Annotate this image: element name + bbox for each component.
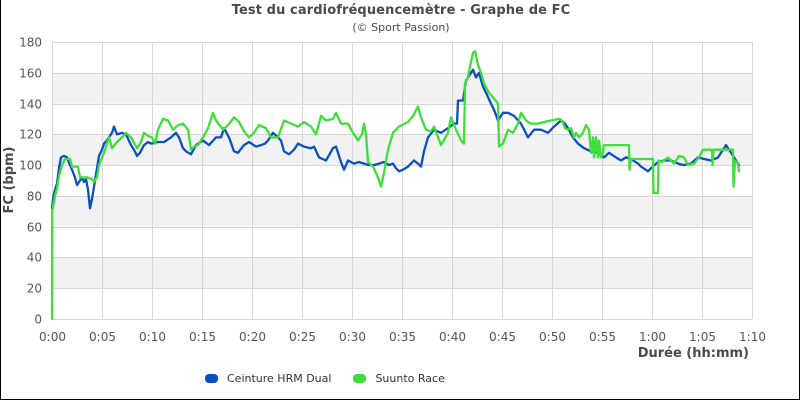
x-tick-label: 0:05 bbox=[89, 330, 116, 344]
legend-label: Suunto Race bbox=[375, 371, 445, 385]
data-series bbox=[50, 50, 741, 321]
x-tick-label: 0:25 bbox=[289, 330, 316, 344]
x-tick-label: 1:00 bbox=[639, 330, 666, 344]
chart-subtitle: (© Sport Passion) bbox=[352, 21, 450, 34]
legend-label: Ceinture HRM Dual bbox=[227, 371, 332, 385]
x-tick-label: 1:05 bbox=[689, 330, 716, 344]
y-axis-title: FC (bpm) bbox=[2, 147, 17, 214]
x-tick-label: 0:10 bbox=[139, 330, 166, 344]
y-tick-label: 160 bbox=[19, 67, 42, 81]
y-tick-label: 140 bbox=[19, 98, 42, 112]
legend-item-ceinture-hrm-dual[interactable]: Ceinture HRM Dual bbox=[205, 372, 331, 385]
x-axis-ticks: 0:00 0:05 0:10 0:15 0:20 0:25 0:30 0:35 0:40 0:45… bbox=[39, 330, 766, 344]
legend-item-suunto-race[interactable]: Suunto Race bbox=[353, 371, 445, 385]
y-tick-label: 40 bbox=[27, 251, 42, 265]
x-tick-label: 1:10 bbox=[739, 330, 766, 344]
x-tick-label: 0:20 bbox=[239, 330, 266, 344]
x-tick-label: 0:15 bbox=[189, 330, 216, 344]
x-tick-label: 0:30 bbox=[339, 330, 366, 344]
x-tick-label: 0:35 bbox=[389, 330, 416, 344]
y-tick-label: 120 bbox=[19, 128, 42, 142]
legend-swatch-green-icon bbox=[353, 373, 367, 383]
x-tick-label: 0:45 bbox=[489, 330, 516, 344]
x-axis-title: Durée (hh:mm) bbox=[638, 346, 749, 361]
x-tick-label: 0:40 bbox=[439, 330, 466, 344]
y-tick-label: 20 bbox=[27, 282, 42, 296]
y-tick-label: 180 bbox=[19, 36, 42, 50]
legend: Ceinture HRM Dual Suunto Race bbox=[205, 370, 467, 386]
series-line-suunto-race bbox=[50, 50, 741, 321]
x-tick-label: 0:50 bbox=[539, 330, 566, 344]
y-axis-ticks: 0 20 40 60 80 100 120 140 160 180 bbox=[19, 36, 42, 327]
chart-title: Test du cardiofréquencemètre - Graphe de… bbox=[231, 3, 571, 18]
y-tick-label: 0 bbox=[34, 313, 42, 327]
y-tick-label: 80 bbox=[27, 190, 42, 204]
x-tick-label: 0:00 bbox=[39, 330, 66, 344]
y-tick-label: 100 bbox=[19, 159, 42, 173]
y-tick-label: 60 bbox=[27, 221, 42, 235]
legend-swatch-blue-icon bbox=[205, 373, 218, 383]
x-tick-label: 0:55 bbox=[589, 330, 616, 344]
